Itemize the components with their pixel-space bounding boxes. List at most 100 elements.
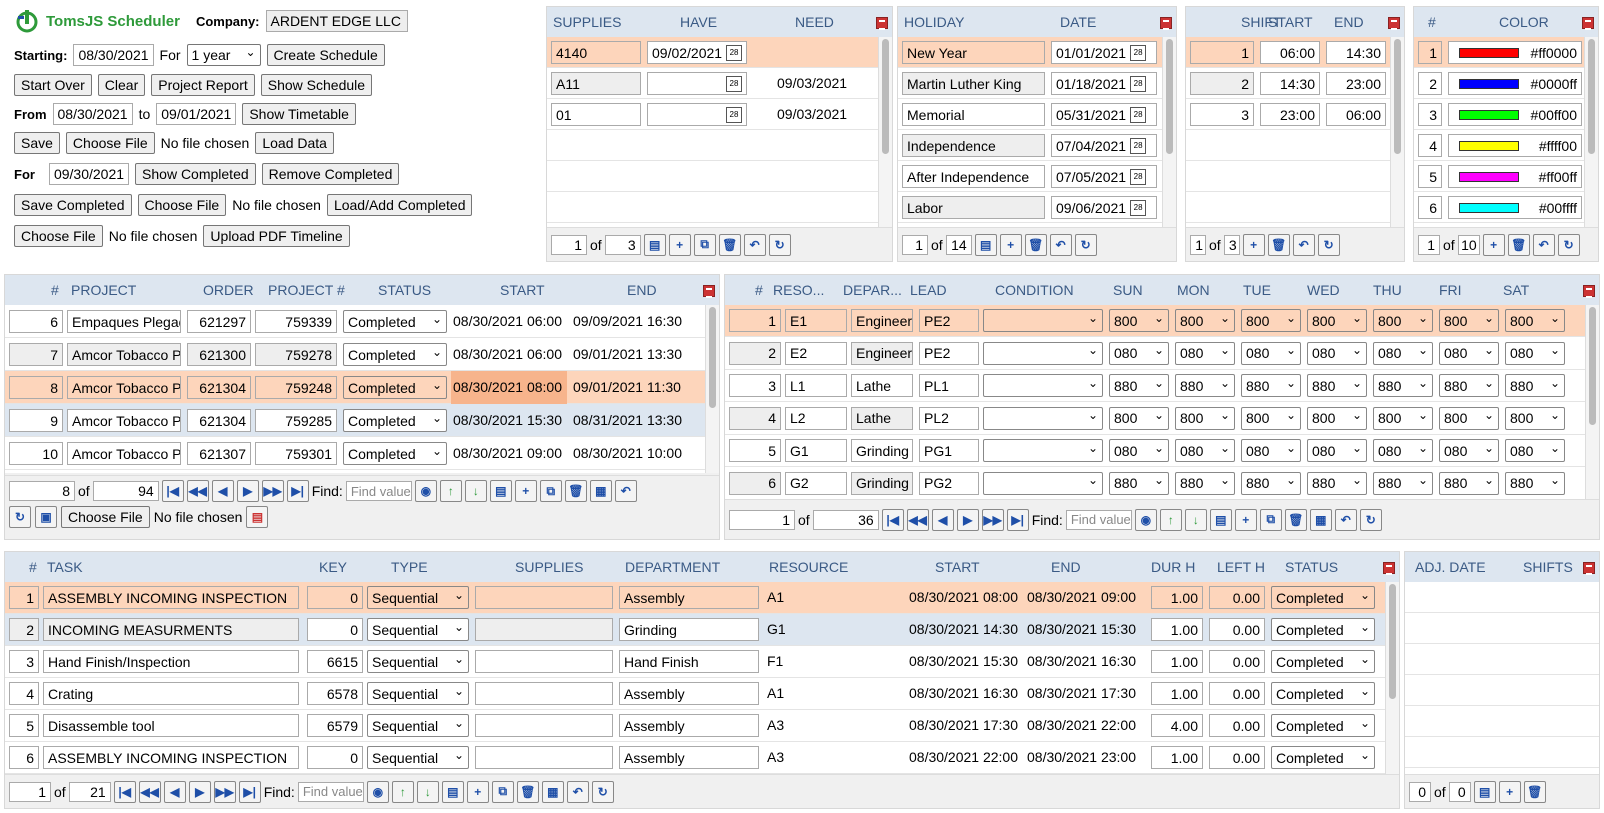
task-name-cell[interactable]: ASSEMBLY INCOMING INSPECTION: [43, 746, 299, 769]
hours-select[interactable]: 080: [1439, 341, 1499, 365]
hours-select[interactable]: 800: [1175, 406, 1235, 430]
task-key-cell[interactable]: 0: [307, 618, 363, 641]
from-date-field[interactable]: 08/30/2021: [52, 103, 133, 125]
color-swatch[interactable]: [1459, 47, 1519, 58]
hours-select[interactable]: 080: [1241, 341, 1301, 365]
task-number-cell[interactable]: 4: [9, 682, 39, 705]
scrollbar[interactable]: [1584, 37, 1598, 229]
project-number-cell[interactable]: 10: [9, 442, 63, 465]
task-department-cell[interactable]: Assembly: [619, 746, 759, 769]
choose-file-button[interactable]: Choose File: [65, 132, 155, 154]
task-supplies-cell[interactable]: [475, 746, 613, 769]
hours-select[interactable]: 880: [1373, 374, 1433, 397]
arrow-down-icon[interactable]: ↓: [1184, 508, 1207, 531]
condition-select[interactable]: [983, 471, 1103, 495]
show-timetable-button[interactable]: Show Timetable: [242, 103, 356, 125]
add-row-icon[interactable]: +: [514, 480, 537, 502]
hours-select[interactable]: 880: [1439, 374, 1499, 397]
calendar-icon[interactable]: [1130, 44, 1147, 61]
book-icon[interactable]: ▤: [441, 780, 464, 803]
save-button[interactable]: Save: [14, 132, 60, 154]
book-icon[interactable]: ▤: [489, 480, 512, 502]
first-page-icon[interactable]: |◀: [881, 508, 904, 531]
undo-icon[interactable]: ↶: [1334, 508, 1357, 531]
close-icon[interactable]: [1383, 562, 1395, 575]
task-left-cell[interactable]: 0.00: [1209, 650, 1265, 673]
project-id-cell[interactable]: 759278: [255, 343, 337, 366]
department-cell[interactable]: Lathe: [851, 374, 913, 397]
calendar-icon[interactable]: [726, 44, 742, 61]
table-row[interactable]: 01 09/03/2021: [547, 99, 878, 130]
close-icon[interactable]: [876, 17, 888, 30]
hours-select[interactable]: 800: [1109, 406, 1169, 430]
department-cell[interactable]: Grinding: [851, 439, 913, 462]
hours-select[interactable]: 880: [1307, 374, 1367, 397]
holiday-name-cell[interactable]: Martin Luther King: [902, 72, 1045, 95]
table-row[interactable]: 4140 09/02/2021: [547, 37, 878, 68]
load-add-completed-button[interactable]: Load/Add Completed: [326, 194, 473, 216]
project-name-cell[interactable]: Empaques Plegad: [67, 310, 181, 333]
scrollbar[interactable]: [705, 305, 719, 473]
task-department-cell[interactable]: Assembly: [619, 714, 759, 737]
color-cell[interactable]: #ff00ff: [1448, 165, 1582, 188]
prev-icon[interactable]: ◀: [211, 480, 234, 502]
resource-id-cell[interactable]: E1: [785, 309, 847, 332]
shift-cell[interactable]: 1: [1190, 41, 1254, 64]
task-supplies-cell[interactable]: [475, 682, 613, 705]
hours-select[interactable]: 880: [1175, 471, 1235, 495]
task-duration-cell[interactable]: 1.00: [1151, 682, 1203, 705]
hours-select[interactable]: 880: [1175, 374, 1235, 397]
task-supplies-cell[interactable]: [475, 714, 613, 737]
refresh-icon[interactable]: ↻: [768, 233, 791, 256]
hours-select[interactable]: 080: [1307, 341, 1367, 365]
condition-select[interactable]: [983, 374, 1103, 397]
find-input[interactable]: Find value: [1065, 509, 1132, 530]
task-name-cell[interactable]: INCOMING MEASURMENTS: [43, 618, 299, 641]
page-input[interactable]: 8: [9, 481, 75, 501]
start-over-button[interactable]: Start Over: [14, 74, 92, 96]
trash-icon[interactable]: 🗑: [1523, 780, 1546, 803]
export-icon[interactable]: ▦: [541, 780, 564, 803]
color-cell[interactable]: #0000ff: [1448, 72, 1582, 95]
table-row[interactable]: Martin Luther King 01/18/2021: [898, 68, 1162, 99]
lead-cell[interactable]: PE2: [919, 309, 979, 332]
color-number-cell[interactable]: 6: [1418, 196, 1442, 219]
task-left-cell[interactable]: 0.00: [1209, 714, 1265, 737]
table-row[interactable]: 2E2EngineeriPE2080080080080080080080: [725, 338, 1585, 370]
company-field[interactable]: ARDENT EDGE LLC: [265, 10, 408, 32]
hours-select[interactable]: 800: [1109, 309, 1169, 332]
hours-select[interactable]: 080: [1109, 439, 1169, 462]
fast-forward-icon[interactable]: ▶▶: [981, 508, 1004, 531]
load-data-button[interactable]: Load Data: [255, 132, 334, 154]
task-number-cell[interactable]: 6: [9, 746, 39, 769]
last-page-icon[interactable]: ▶|: [286, 480, 309, 502]
hours-select[interactable]: 880: [1241, 471, 1301, 495]
department-cell[interactable]: Engineeri: [851, 309, 913, 332]
table-row[interactable]: 2 14:30 23:00: [1186, 68, 1390, 99]
hours-select[interactable]: 080: [1175, 439, 1235, 462]
lead-cell[interactable]: PL2: [919, 406, 979, 430]
lead-cell[interactable]: PG2: [919, 471, 979, 495]
hours-select[interactable]: 080: [1109, 341, 1169, 365]
task-status-select[interactable]: Completed: [1271, 650, 1375, 673]
task-duration-cell[interactable]: 1.00: [1151, 746, 1203, 769]
rewind-icon[interactable]: ◀◀: [186, 480, 209, 502]
project-number-cell[interactable]: 6: [9, 310, 63, 333]
period-select[interactable]: 1 year: [186, 44, 261, 66]
project-number-cell[interactable]: 7: [9, 343, 63, 366]
add-row-icon[interactable]: +: [668, 233, 691, 256]
order-cell[interactable]: 621297: [187, 310, 251, 333]
trash-icon[interactable]: 🗑: [516, 780, 539, 803]
table-row[interactable]: After Independence 07/05/2021: [898, 161, 1162, 192]
clear-button[interactable]: Clear: [97, 74, 146, 96]
show-completed-button[interactable]: Show Completed: [135, 163, 256, 185]
table-row[interactable]: 2 #0000ff: [1414, 68, 1584, 99]
department-cell[interactable]: Lathe: [851, 406, 913, 430]
next-icon[interactable]: ▶: [236, 480, 259, 502]
resource-id-cell[interactable]: L1: [785, 374, 847, 397]
undo-icon[interactable]: ↶: [566, 780, 589, 803]
